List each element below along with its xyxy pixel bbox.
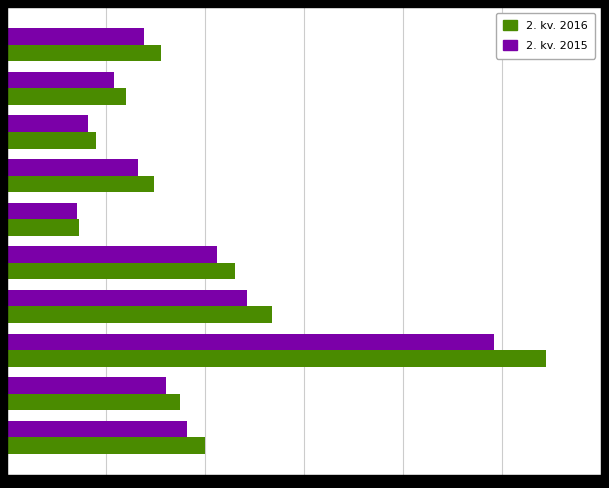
- Bar: [7, 116, 88, 132]
- Bar: [7, 421, 188, 437]
- Bar: [7, 290, 247, 306]
- Bar: [7, 28, 144, 45]
- Bar: [7, 394, 180, 410]
- Bar: [7, 176, 153, 192]
- Bar: [7, 159, 138, 176]
- Legend: 2. kv. 2016, 2. kv. 2015: 2. kv. 2016, 2. kv. 2015: [496, 13, 595, 59]
- Bar: [7, 246, 217, 263]
- Bar: [7, 132, 96, 149]
- Bar: [7, 203, 77, 219]
- Bar: [7, 263, 235, 280]
- Bar: [7, 72, 114, 88]
- Bar: [7, 306, 272, 323]
- Bar: [7, 437, 205, 454]
- Bar: [7, 377, 166, 394]
- Bar: [7, 88, 126, 105]
- Bar: [7, 333, 494, 350]
- Bar: [7, 45, 161, 61]
- Bar: [7, 219, 79, 236]
- Bar: [7, 350, 546, 366]
